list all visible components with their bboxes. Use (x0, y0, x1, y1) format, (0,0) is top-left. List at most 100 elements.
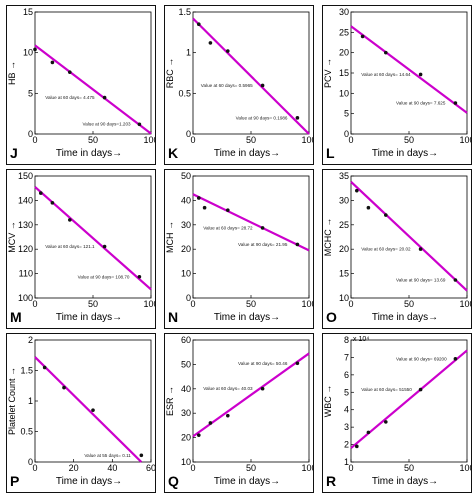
y-tick-label: 6 (344, 370, 349, 380)
annotated-point (261, 226, 264, 230)
annotated-point (139, 453, 143, 457)
y-tick-label: 110 (19, 269, 33, 279)
y-tick-label: 7 (344, 352, 349, 362)
annotated-point (419, 388, 422, 391)
y-tick-label: 20 (339, 244, 349, 254)
y-axis-label: WBC → (323, 385, 333, 418)
x-axis-label: Time in days→ (56, 312, 122, 323)
value-annotation: Value at 60 days= 20.02 (361, 247, 411, 252)
x-tick-label: 0 (32, 463, 37, 473)
y-axis-label: HB → (7, 61, 17, 85)
chart-svg-o: 0 50 100 10 15 20 25 30 35 MCHC → Time in days→ O Va… (323, 171, 471, 325)
data-point (384, 213, 388, 217)
x-tick-label: 100 (301, 299, 313, 309)
x-axis-label: Time in days→ (372, 148, 438, 159)
annotated-point (419, 247, 422, 251)
y-tick-label: 25 (339, 220, 349, 230)
data-point (42, 365, 47, 370)
x-tick-label: 100 (459, 299, 471, 309)
trend-line (192, 17, 310, 135)
data-point (68, 70, 72, 74)
x-tick-label: 100 (301, 135, 313, 145)
chart-panel-p: 0 20 40 60 0 0.5 1 1.5 2 Platelet Count → Time in … (6, 333, 156, 493)
panel-letter: R (326, 473, 336, 489)
y-tick-label: 10 (23, 48, 33, 58)
chart-svg-j: 0 50 100 0 5 10 15 HB → Time in days→ J Value at 6… (7, 7, 155, 161)
value-annotation: Value at 90 days= 7.625 (396, 100, 446, 105)
y-tick-label: 1 (28, 396, 33, 406)
data-point (50, 201, 55, 205)
y-axis-label: RBC → (165, 58, 175, 89)
panel-letter: J (10, 145, 18, 161)
x-tick-label: 100 (459, 135, 471, 145)
y-tick-label: 0 (28, 457, 33, 467)
annotated-point (454, 278, 457, 282)
data-point (384, 50, 388, 55)
chart-panel-j: 0 50 100 0 5 10 15 HB → Time in days→ J Value at 6… (6, 5, 156, 165)
data-point (62, 385, 66, 390)
y-tick-label: 50 (181, 171, 191, 181)
value-annotation: Value at 90 days= 69200 (396, 356, 447, 361)
y-axis-label: Platelet Count → (7, 367, 17, 435)
x-tick-label: 100 (459, 463, 471, 473)
value-annotation: Value at 90 days= 50.46 (238, 361, 288, 366)
panel-letter: N (168, 309, 178, 325)
value-annotation: Value at 60 days= 4.475 (45, 95, 95, 100)
y-tick-label: 1 (186, 48, 191, 58)
panel-letter: M (10, 309, 22, 325)
y-tick-label: 120 (18, 244, 33, 254)
trend-line (350, 349, 468, 449)
annotated-point (261, 387, 264, 391)
data-point (91, 408, 95, 412)
chart-svg-m: 0 50 100 100 110 120 130 140 150 MCV → Time in day… (7, 171, 155, 325)
y-multiplier-label: x 10⁴ (353, 336, 369, 343)
chart-panel-n: 0 50 100 0 10 20 30 40 50 MCH → Time in days→ N Valu… (164, 169, 314, 329)
y-tick-label: 10 (181, 269, 191, 279)
x-tick-label: 50 (88, 299, 98, 309)
plot-area (34, 339, 152, 463)
value-annotation: Value at 90 days= 0.1986 (236, 115, 288, 120)
panel-letter: K (168, 145, 178, 161)
value-annotation: Value at 60 days= 51550 (361, 387, 412, 392)
y-tick-label: 1 (344, 457, 349, 467)
y-tick-label: 40 (181, 384, 191, 394)
chart-svg-r: 0 50 100 1 2 3 4 5 6 7 8 x 10⁴ WBC → Time in days→ R Va… (323, 335, 471, 489)
value-annotation: Value at 60 days= 0.5965 (201, 83, 253, 88)
trend-line (34, 44, 152, 135)
chart-svg-k: 0 50 100 0 0.5 1 1.5 RBC → Time in days→ K Value a… (165, 7, 313, 161)
panel-letter: Q (168, 473, 179, 489)
annotated-point (103, 96, 106, 100)
chart-svg-n: 0 50 100 0 10 20 30 40 50 MCH → Time in days→ N Valu… (165, 171, 313, 325)
y-axis-label: MCHC → (323, 218, 333, 257)
data-point (197, 196, 201, 200)
trend-line (34, 356, 143, 463)
data-point (50, 60, 55, 65)
y-tick-label: 100 (18, 293, 33, 303)
data-point (68, 218, 72, 222)
data-point (384, 420, 388, 424)
x-tick-label: 0 (348, 135, 353, 145)
y-tick-label: 5 (344, 387, 349, 397)
y-tick-label: 30 (181, 408, 191, 418)
y-tick-label: 15 (23, 7, 33, 17)
x-axis-label: Time in days→ (214, 476, 280, 487)
trend-line (350, 181, 468, 292)
chart-panel-r: 0 50 100 1 2 3 4 5 6 7 8 x 10⁴ WBC → Time in days→ R Va… (322, 333, 472, 493)
chart-panel-q: 0 50 100 10 20 30 40 50 60 ESR → Time in days→ Q Val… (164, 333, 314, 493)
plot-area (34, 11, 152, 135)
x-axis-label: Time in days→ (214, 148, 280, 159)
y-tick-label: 10 (339, 293, 349, 303)
x-tick-label: 0 (190, 463, 195, 473)
y-axis-label: MCH → (165, 221, 175, 253)
chart-svg-l: 0 50 100 0 5 10 15 20 25 30 PCV → Time in days→ L Val… (323, 7, 471, 161)
x-tick-label: 0 (348, 463, 353, 473)
data-point (360, 34, 365, 39)
chart-panel-l: 0 50 100 0 5 10 15 20 25 30 PCV → Time in days→ L Val… (322, 5, 472, 165)
x-tick-label: 100 (143, 299, 155, 309)
x-tick-label: 50 (246, 299, 256, 309)
y-tick-label: 50 (181, 359, 191, 369)
annotated-point (419, 73, 422, 76)
x-tick-label: 20 (69, 463, 79, 473)
y-tick-label: 2 (344, 440, 349, 450)
y-axis-label: ESR → (165, 386, 175, 416)
